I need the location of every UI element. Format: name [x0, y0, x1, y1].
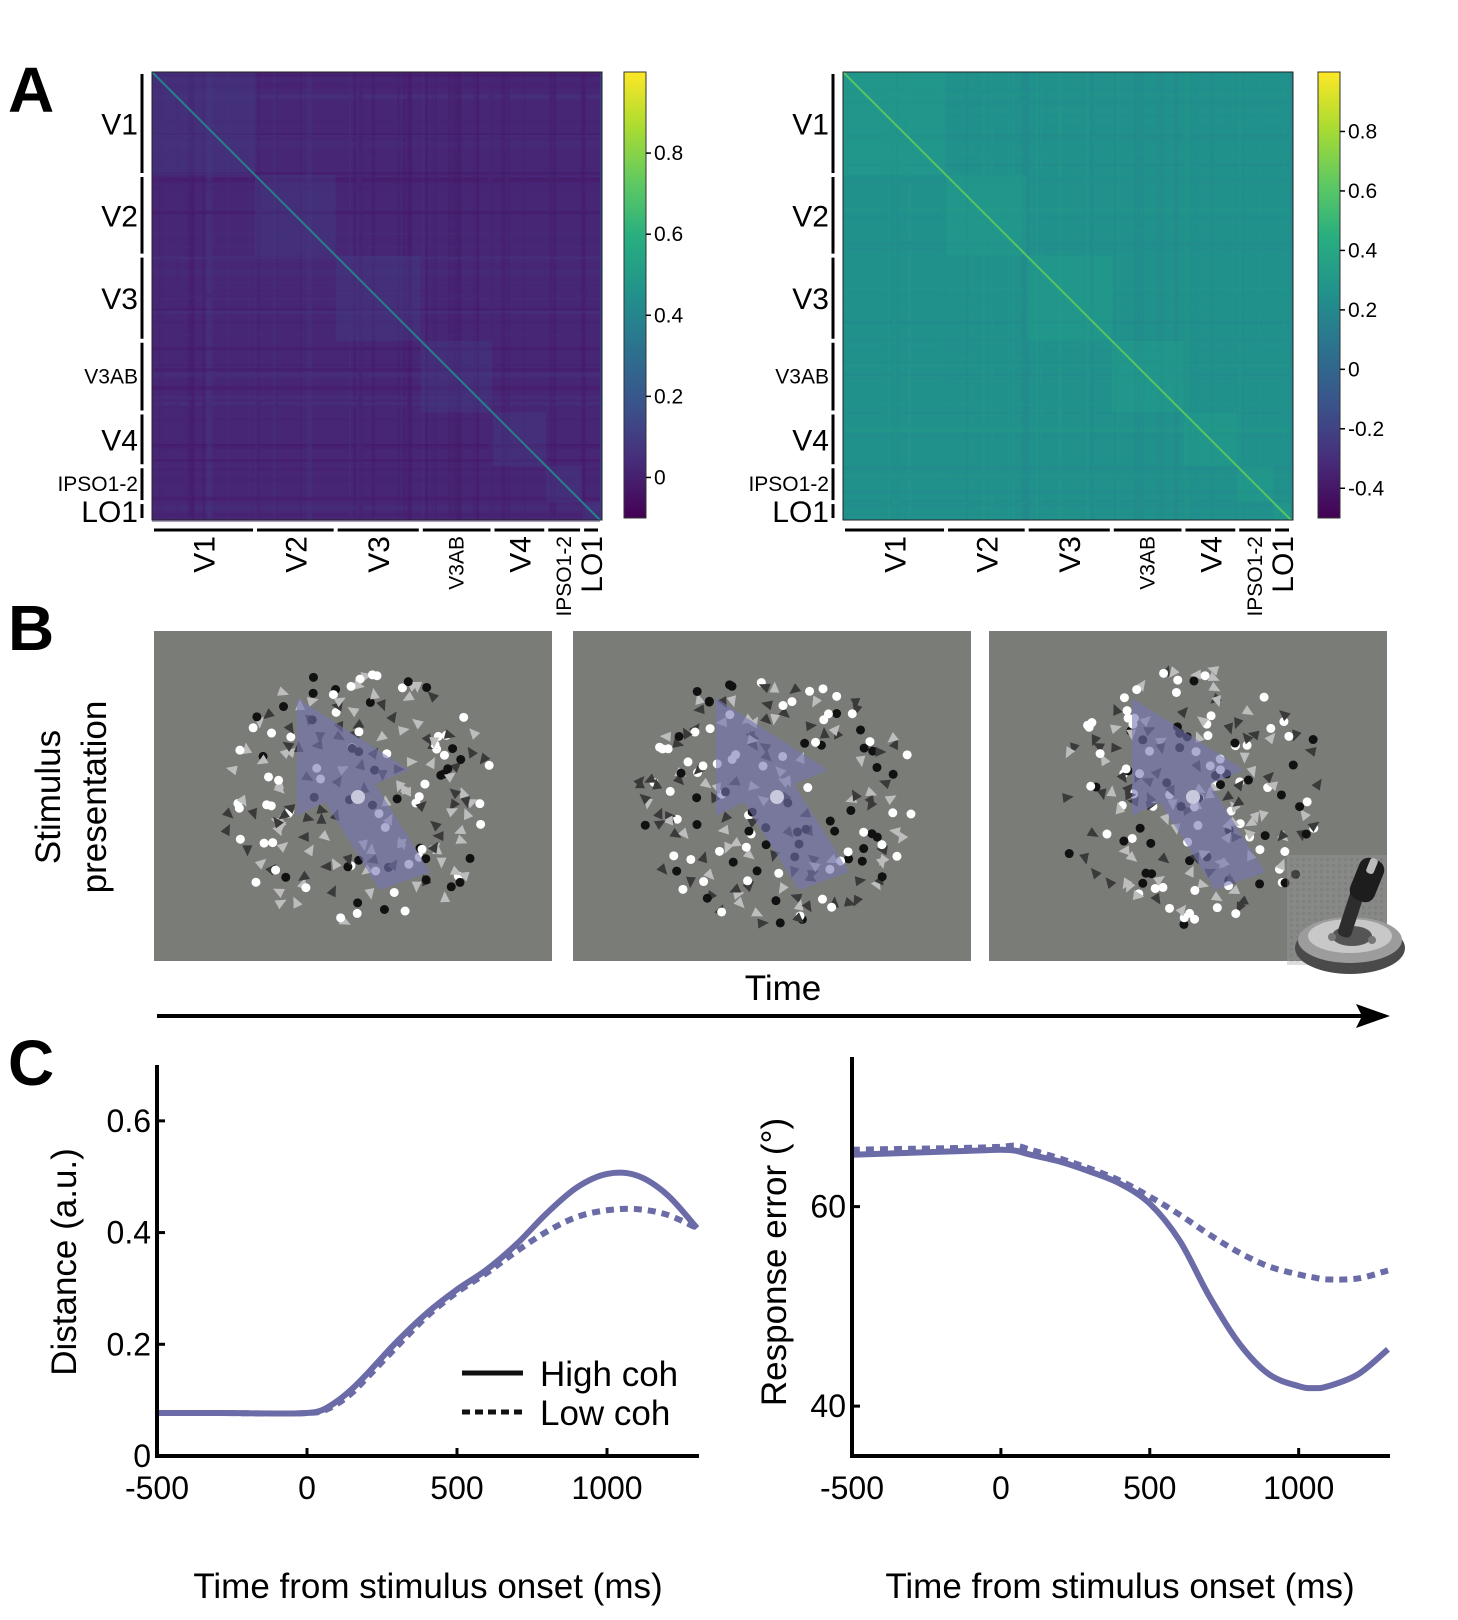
low-coh-line	[851, 1142, 1389, 1283]
y-tick-label: 40	[810, 1388, 846, 1424]
roi-label: V2	[101, 200, 138, 233]
x-tick-label: 1000	[1263, 1470, 1334, 1506]
correlation-matrix-left	[151, 71, 603, 523]
roi-label: IPSO1-2	[553, 536, 576, 617]
roi-label: V1	[792, 109, 829, 142]
distance-ylabel: Distance (a.u.)	[45, 1148, 84, 1376]
y-tick-label: 60	[810, 1189, 846, 1225]
panel-letter-a: A	[8, 54, 54, 126]
y-tick-label: 0.6	[107, 1103, 151, 1139]
roi-label: V3	[1054, 536, 1087, 573]
roi-label: LO1	[1267, 536, 1300, 593]
roi-label: V4	[792, 424, 829, 457]
colorbar-tick: 0.2	[654, 385, 683, 408]
joystick-icon	[1287, 855, 1405, 974]
stimulus-frame	[154, 631, 552, 961]
time-arrow	[157, 1004, 1390, 1028]
roi-label: V1	[880, 536, 913, 573]
fixation-dot	[1186, 790, 1200, 804]
roi-label: V2	[971, 536, 1004, 573]
colorbar-tick: 0	[1348, 358, 1360, 381]
roi-axis-left-x: V1 V2 V3 V3AB V4 IPSO1-2 LO1	[154, 528, 609, 617]
svg-text:presentation: presentation	[75, 701, 114, 894]
roi-label: V2	[792, 200, 829, 233]
time-label: Time	[745, 969, 821, 1008]
x-tick-label: 0	[992, 1470, 1010, 1506]
colorbar-tick: 0.2	[1348, 299, 1377, 322]
x-tick-label: -500	[125, 1470, 189, 1506]
roi-label: V3AB	[446, 536, 469, 590]
roi-label: V3	[101, 283, 138, 316]
colorbar-tick: 0.8	[654, 142, 683, 165]
roi-label: V3AB	[1137, 536, 1160, 590]
distance-xlabel: Time from stimulus onset (ms)	[193, 1567, 662, 1606]
roi-label: IPSO1-2	[57, 473, 138, 496]
low-coh-line	[156, 1205, 699, 1417]
colorbar-tick: 0	[654, 466, 666, 489]
colorbar-tick: 0.4	[654, 304, 684, 327]
roi-label: IPSO1-2	[748, 473, 829, 496]
colorbar-left: 0.8 0.6 0.4 0.2 0	[623, 71, 684, 519]
roi-label: LO1	[576, 536, 609, 593]
y-tick-label: 0.2	[107, 1326, 151, 1362]
legend-low-coh: Low coh	[540, 1394, 670, 1433]
roi-label: V4	[504, 536, 537, 573]
roi-label: V1	[189, 536, 222, 573]
colorbar-tick: 0.4	[1348, 239, 1378, 262]
x-tick-label: 0	[298, 1470, 316, 1506]
legend: High coh Low coh	[462, 1355, 678, 1433]
y-tick-label: 0	[133, 1438, 151, 1474]
colorbar-tick: 0.6	[1348, 180, 1377, 203]
x-tick-label: -500	[820, 1470, 884, 1506]
x-tick-label: 500	[430, 1470, 483, 1506]
roi-label: LO1	[772, 496, 829, 529]
high-coh-line	[156, 1169, 700, 1417]
x-tick-label: 500	[1123, 1470, 1176, 1506]
roi-label: V3AB	[775, 366, 829, 389]
roi-label: V1	[101, 109, 138, 142]
svg-text:Stimulus: Stimulus	[29, 730, 68, 864]
roi-label: V2	[280, 536, 313, 573]
legend-high-coh: High coh	[540, 1355, 678, 1394]
colorbar-right: 0.8 0.6 0.4 0.2 0 -0.2 -0.4	[1317, 71, 1385, 519]
roi-label: LO1	[81, 496, 138, 529]
roi-label: V3AB	[84, 366, 138, 389]
response-error-xlabel: Time from stimulus onset (ms)	[885, 1567, 1354, 1606]
response-error-chart: -500 0 500 1000 40 60 Time from stimulus onse…	[755, 1057, 1390, 1606]
fixation-dot	[770, 790, 784, 804]
correlation-matrix-right	[842, 71, 1294, 521]
colorbar-tick: -0.2	[1348, 418, 1384, 441]
response-error-ylabel: Response error (°)	[755, 1118, 794, 1406]
roi-label: V4	[101, 424, 138, 457]
roi-label: V3	[363, 536, 396, 573]
stimulus-ylabel: Stimulus presentation	[29, 701, 114, 894]
y-tick-label: 0.4	[107, 1215, 151, 1251]
panel-letter-c: C	[8, 1027, 54, 1099]
stimulus-frame	[573, 631, 971, 961]
colorbar-tick: 0.8	[1348, 120, 1377, 143]
roi-axis-right-x: V1 V2 V3 V3AB V4 IPSO1-2 LO1	[845, 528, 1300, 617]
fixation-dot	[351, 790, 365, 804]
roi-label: IPSO1-2	[1244, 536, 1267, 617]
colorbar-tick: 0.6	[654, 223, 683, 246]
x-tick-label: 1000	[571, 1470, 642, 1506]
colorbar-tick: -0.4	[1348, 477, 1385, 500]
panel-letter-b: B	[8, 592, 54, 664]
high-coh-line	[851, 1146, 1390, 1392]
roi-label: V4	[1195, 536, 1228, 573]
roi-label: V3	[792, 283, 829, 316]
